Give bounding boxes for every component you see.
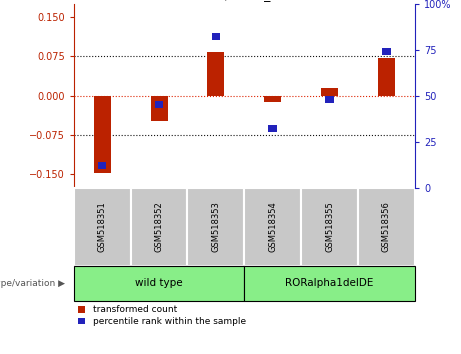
- Bar: [155, 101, 163, 108]
- Bar: [244, 266, 415, 301]
- Bar: [212, 33, 220, 40]
- Text: GSM518351: GSM518351: [98, 201, 106, 252]
- Bar: [382, 48, 391, 55]
- Text: genotype/variation ▶: genotype/variation ▶: [0, 279, 65, 288]
- Text: wild type: wild type: [135, 278, 183, 288]
- Text: GSM518353: GSM518353: [212, 201, 220, 252]
- Bar: [74, 188, 130, 266]
- Text: RORalpha1delDE: RORalpha1delDE: [285, 278, 374, 288]
- Bar: [207, 52, 225, 96]
- Bar: [321, 88, 338, 96]
- Bar: [244, 188, 301, 266]
- Bar: [94, 96, 111, 173]
- Bar: [268, 125, 277, 132]
- Bar: [130, 188, 188, 266]
- Text: GSM518356: GSM518356: [382, 201, 391, 252]
- Title: GDS3720 / ILMN_1259352: GDS3720 / ILMN_1259352: [162, 0, 326, 1]
- Bar: [358, 188, 415, 266]
- Bar: [74, 266, 244, 301]
- Legend: transformed count, percentile rank within the sample: transformed count, percentile rank withi…: [78, 306, 246, 326]
- Bar: [264, 96, 281, 102]
- Text: GSM518355: GSM518355: [325, 201, 334, 252]
- Bar: [98, 162, 106, 169]
- Bar: [301, 188, 358, 266]
- Bar: [325, 96, 334, 103]
- Bar: [150, 96, 167, 121]
- Bar: [188, 188, 244, 266]
- Text: GSM518354: GSM518354: [268, 201, 277, 252]
- Bar: [378, 58, 395, 96]
- Text: GSM518352: GSM518352: [154, 201, 164, 252]
